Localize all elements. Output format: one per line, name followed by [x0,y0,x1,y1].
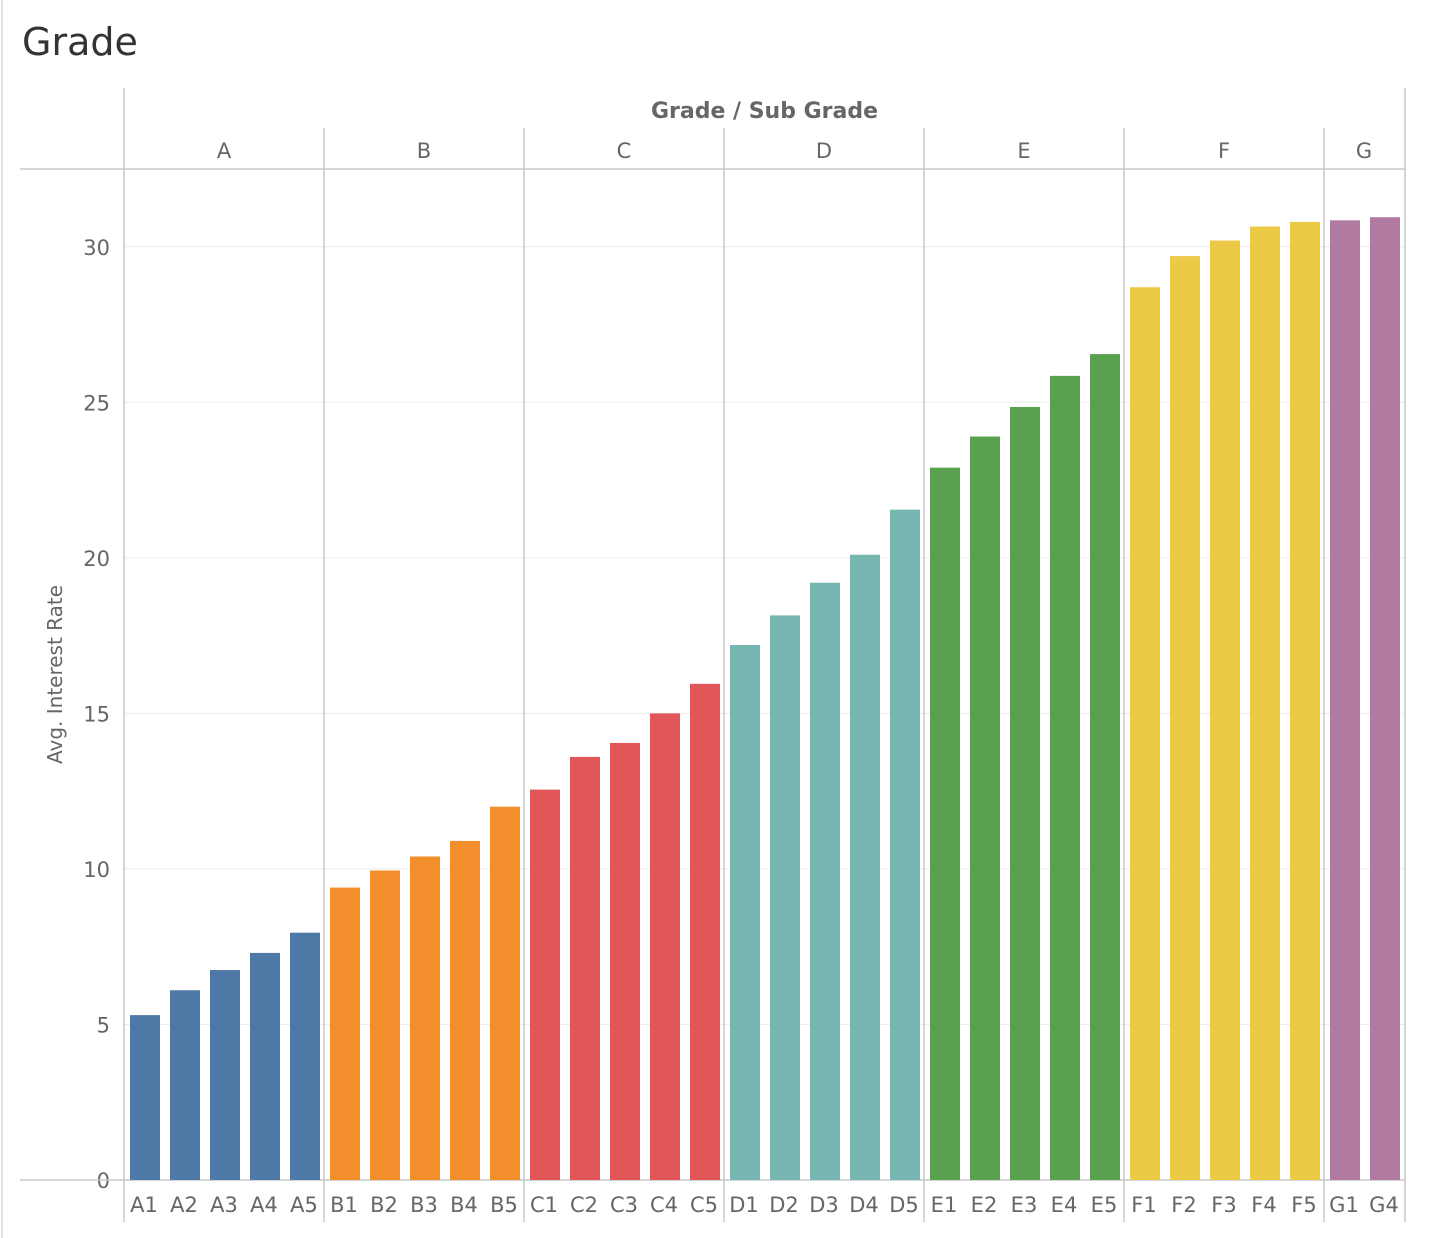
bar-d5 [890,509,920,1180]
x-tick-label: F2 [1171,1193,1196,1217]
bar-b2 [370,870,400,1180]
group-header-label: G [1356,139,1372,163]
x-tick-label: B1 [330,1193,358,1217]
y-tick-label: 20 [83,547,110,571]
y-tick-label: 0 [97,1169,110,1193]
x-tick-label: C3 [610,1193,638,1217]
bar-e5 [1090,354,1120,1180]
x-tick-label: E1 [931,1193,958,1217]
bar-d2 [770,615,800,1180]
bar-c3 [610,742,640,1180]
bar-e1 [930,467,960,1180]
group-header-label: A [217,139,232,163]
x-tick-label: B5 [490,1193,518,1217]
x-tick-label: D3 [809,1193,839,1217]
x-tick-label: A3 [210,1193,238,1217]
column-header-title: Grade / Sub Grade [651,99,878,124]
y-tick-label: 10 [83,858,110,882]
x-tick-label: G1 [1329,1193,1359,1217]
y-tick-label: 5 [97,1013,110,1037]
x-tick-label: F1 [1131,1193,1156,1217]
bar-f4 [1250,226,1280,1181]
bar-f2 [1170,256,1200,1180]
x-tick-label: D5 [889,1193,919,1217]
group-header-label: D [816,139,832,163]
group-header-label: B [417,139,431,163]
x-tick-label: D4 [849,1193,879,1217]
x-tick-label: A1 [130,1193,158,1217]
y-tick-label: 30 [83,236,110,260]
bar-e3 [1010,406,1040,1180]
bar-f1 [1130,287,1160,1180]
bar-b1 [330,887,360,1180]
x-tick-label: F3 [1211,1193,1236,1217]
x-tick-label: F5 [1291,1193,1316,1217]
x-tick-label: C4 [650,1193,678,1217]
bar-b3 [410,856,440,1180]
bar-g1 [1330,220,1360,1180]
bar-a2 [170,990,200,1180]
x-tick-label: E3 [1011,1193,1038,1217]
bar-f5 [1290,221,1320,1181]
x-tick-label: C2 [570,1193,598,1217]
y-tick-label: 15 [83,702,110,726]
bar-g4 [1370,217,1400,1180]
y-tick-label: 25 [83,391,110,415]
x-tick-label: C1 [530,1193,558,1217]
bar-e4 [1050,375,1080,1180]
bar-d4 [850,554,880,1180]
x-tick-label: B3 [410,1193,438,1217]
bar-e2 [970,436,1000,1181]
x-tick-label: E2 [971,1193,998,1217]
bar-a1 [130,1015,160,1180]
x-tick-label: D1 [729,1193,759,1217]
bar-c5 [690,683,720,1180]
x-tick-label: D2 [769,1193,799,1217]
group-header-label: F [1218,139,1230,163]
bar-b5 [490,806,520,1180]
bar-d1 [730,644,760,1180]
group-header-label: E [1017,139,1030,163]
bar-a3 [210,970,240,1180]
group-header-label: C [617,139,632,163]
bar-c1 [530,789,560,1180]
x-tick-label: C5 [690,1193,718,1217]
x-tick-label: F4 [1251,1193,1276,1217]
chart-title: Grade [22,20,138,64]
x-tick-label: G4 [1369,1193,1399,1217]
y-axis-label: Avg. Interest Rate [43,585,67,764]
x-tick-label: A2 [170,1193,198,1217]
x-tick-label: A5 [290,1193,318,1217]
x-tick-label: B4 [450,1193,478,1217]
x-tick-label: E4 [1051,1193,1078,1217]
bar-b4 [450,840,480,1180]
x-tick-label: B2 [370,1193,398,1217]
bar-a5 [290,932,320,1180]
x-tick-label: E5 [1091,1193,1118,1217]
bar-a4 [250,952,280,1180]
bar-c4 [650,713,680,1180]
bar-d3 [810,582,840,1180]
bar-c2 [570,756,600,1180]
x-tick-label: A4 [250,1193,278,1217]
bar-f3 [1210,240,1240,1180]
